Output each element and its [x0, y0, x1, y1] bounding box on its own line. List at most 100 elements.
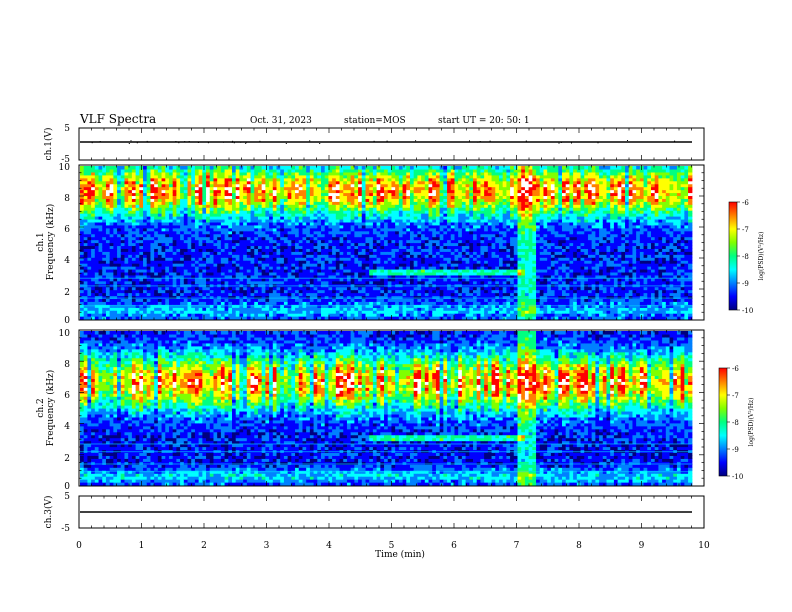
noise-dot	[526, 141, 527, 142]
spectrogram-cell	[110, 166, 114, 170]
spectrogram-cell	[173, 166, 177, 170]
noise-dot	[259, 141, 260, 142]
spectrogram-cell	[217, 166, 221, 170]
spectrogram-cell	[254, 166, 258, 170]
ch1-spectrogram-image	[80, 166, 692, 320]
spectrogram-cell	[87, 166, 91, 170]
spectrogram-cell	[95, 166, 99, 170]
spectrogram-cell	[380, 166, 384, 170]
spectrogram-cell	[332, 166, 336, 170]
noise-dot	[477, 142, 478, 143]
spectrogram-cell	[158, 166, 162, 170]
spectrogram-cell	[317, 166, 321, 170]
spectrogram-cell	[106, 166, 110, 170]
noise-dot	[178, 142, 179, 143]
noise-dot	[674, 141, 675, 142]
noise-dot	[309, 140, 310, 141]
noise-dot	[255, 142, 256, 143]
spectrogram-cell	[195, 166, 199, 170]
spectrogram-cell	[403, 166, 407, 170]
ch1-voltage-ylabel: ch.1(V)	[43, 128, 54, 161]
noise-dot	[147, 142, 148, 143]
spectrogram-cell	[314, 166, 318, 170]
noise-dot	[189, 141, 190, 142]
spectrogram-cell	[284, 166, 288, 170]
noise-dot	[286, 143, 287, 144]
spectrogram-cell	[265, 166, 269, 170]
noise-dot	[100, 141, 101, 142]
noise-dot	[232, 142, 233, 143]
ch1-voltage-panel: 5 -5 ch.1(V)	[43, 124, 704, 165]
ch1-spectrogram-panel: 0 2 4 6 8 10 ch.1Frequency (kHz)	[36, 163, 704, 326]
spectrogram-cell	[336, 166, 340, 170]
noise-dot	[129, 143, 130, 144]
spectrogram-cell	[176, 166, 180, 170]
spectrogram-cell	[310, 166, 314, 170]
station-label: station=MOS	[344, 116, 406, 126]
spectrogram-cell	[391, 166, 395, 170]
spectrogram-cell	[417, 166, 421, 170]
spectrogram-cell	[165, 166, 169, 170]
spectrogram-cell	[347, 166, 351, 170]
spectrogram-cell	[80, 166, 84, 170]
spectrogram-cell	[406, 166, 410, 170]
spectrogram-cell	[399, 166, 403, 170]
spectrogram-cell	[273, 166, 277, 170]
spectrogram-cell	[373, 166, 377, 170]
noise-dot	[374, 141, 375, 142]
spectrogram-cell	[291, 166, 295, 170]
spectrogram-cell	[262, 166, 266, 170]
spectrogram-cell	[117, 166, 121, 170]
noise-dot	[223, 142, 224, 143]
spectrogram-cell	[180, 166, 184, 170]
spectrogram-cell	[258, 166, 262, 170]
spectrogram-cell	[247, 166, 251, 170]
spectrogram-cell	[354, 166, 358, 170]
spectrogram-cell	[321, 166, 325, 170]
spectrogram-cell	[206, 166, 210, 170]
noise-dot	[131, 140, 132, 141]
spectrogram-cell	[243, 166, 247, 170]
spectrogram-cell	[191, 166, 195, 170]
spectrogram-cell	[302, 166, 306, 170]
spectrogram-cell	[162, 166, 166, 170]
spectrogram-cell	[236, 166, 240, 170]
spectrogram-cell	[421, 166, 425, 170]
spectrogram-cell	[366, 166, 370, 170]
noise-dot	[415, 140, 416, 141]
noise-dot	[469, 140, 470, 141]
figure-title: VLF Spectra	[79, 112, 156, 126]
spectrogram-cell	[358, 166, 362, 170]
spectrogram-cell	[299, 166, 303, 170]
spectrogram-cell	[306, 166, 310, 170]
spectrogram-cell	[124, 166, 128, 170]
spectrogram-cell	[232, 166, 236, 170]
spectrogram-cell	[143, 166, 147, 170]
spectrogram-cell	[362, 166, 366, 170]
spectrogram-cell	[295, 166, 299, 170]
spectrogram-cell	[325, 166, 329, 170]
noise-dot	[476, 142, 477, 143]
spectrogram-cell	[99, 166, 103, 170]
spectrogram-cell	[384, 166, 388, 170]
noise-dot	[232, 141, 233, 142]
observation-date: Oct. 31, 2023	[250, 116, 312, 126]
spectrogram-cell	[410, 166, 414, 170]
ch1-voltage-ticks	[79, 128, 704, 160]
vlf-spectra-figure: VLF Spectra Oct. 31, 2023 station=MOS st…	[0, 0, 792, 612]
noise-dot	[480, 141, 481, 142]
noise-dot	[184, 141, 185, 142]
spectrogram-cell	[113, 166, 117, 170]
spectrogram-cell	[199, 166, 203, 170]
noise-dot	[208, 142, 209, 143]
noise-dot	[198, 142, 199, 143]
noise-dot	[175, 141, 176, 142]
spectrogram-cell	[343, 166, 347, 170]
spectrogram-cell	[84, 166, 88, 170]
ch1-ytick-top: 5	[64, 124, 70, 134]
spectrogram-cell	[369, 166, 373, 170]
noise-dot	[571, 143, 572, 144]
spectrogram-cell	[147, 166, 151, 170]
spectrogram-cell	[414, 166, 418, 170]
spectrogram-cell	[269, 166, 273, 170]
